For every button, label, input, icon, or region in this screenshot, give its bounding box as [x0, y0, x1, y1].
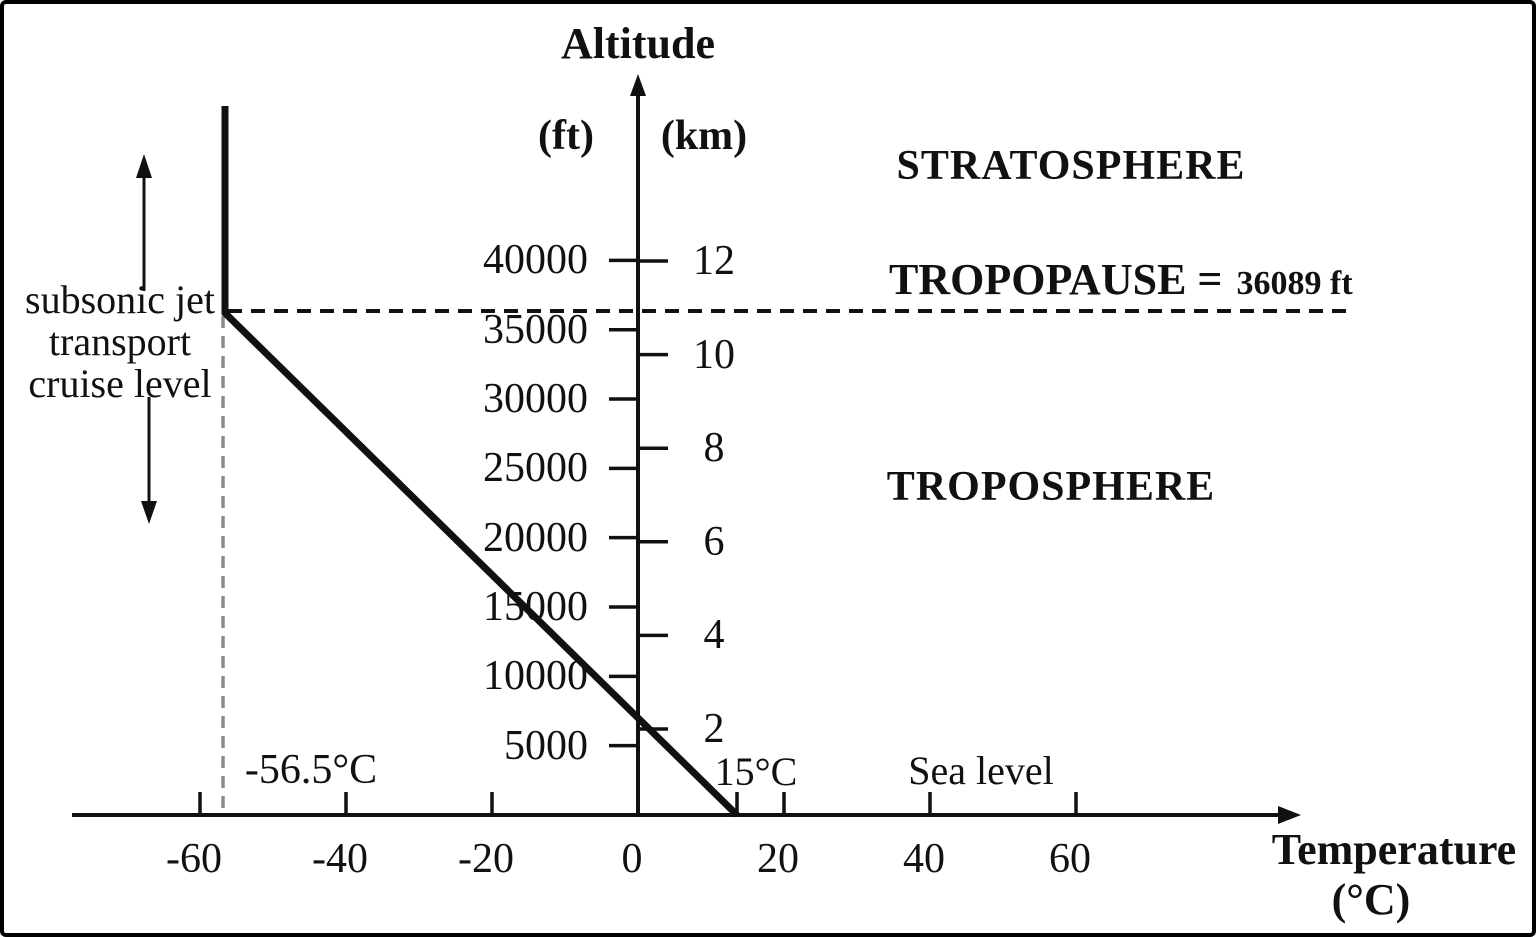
ft-tick-label: 15000	[483, 584, 588, 630]
cruise-level-annotation: subsonic jet transport cruise level	[25, 279, 215, 405]
cruise-line-2: transport	[48, 319, 192, 364]
km-axis-unit-label: (km)	[660, 113, 748, 159]
temp-tick-label: 40	[903, 836, 945, 882]
cruise-line-1: subsonic jet	[25, 277, 215, 322]
tropopause-annotation: TROPOPAUSE = 36089 ft	[889, 258, 1353, 312]
temp-tick-label: 0	[621, 836, 643, 882]
temp-tick-label: -40	[312, 836, 368, 882]
sea-level-temp-label: 15°C	[714, 749, 798, 794]
temperature-axis-arrowhead	[1278, 806, 1301, 824]
cruise-down-arrowhead	[141, 501, 157, 524]
stratosphere-label: STRATOSPHERE	[896, 143, 1246, 189]
km-tick-label: 12	[693, 238, 735, 284]
ft-tick-label: 30000	[483, 376, 588, 423]
temperature-axis-label: Temperature	[1271, 825, 1517, 874]
temperature-profile-line	[221, 106, 740, 818]
cruise-up-arrowhead	[136, 154, 152, 178]
ft-tick-label: 5000	[504, 722, 588, 769]
ft-tick-label: 10000	[483, 653, 588, 700]
temp-tick-label: 60	[1049, 836, 1091, 882]
km-tick-label: 8	[703, 425, 725, 472]
km-tick-label: 4	[703, 612, 725, 659]
km-tick-label: 2	[703, 706, 725, 752]
temperature-axis-unit-label: (°C)	[1331, 875, 1411, 924]
ft-tick-label: 40000	[483, 237, 588, 284]
temp-tick-label: 20	[757, 836, 799, 882]
page-title: Altitude	[561, 19, 715, 68]
tropopause-temp-label: -56.5°C	[244, 747, 378, 793]
altitude-axis-arrowhead	[630, 74, 646, 96]
tropopause-value: 36089 ft	[1236, 265, 1353, 302]
temp-tick-label: -20	[458, 836, 514, 882]
km-tick-label: 10	[693, 331, 735, 378]
ft-tick-label: 25000	[483, 445, 588, 492]
ft-axis-unit-label: (ft)	[538, 113, 594, 159]
tropopause-label: TROPOPAUSE =	[889, 255, 1223, 304]
cruise-line-3: cruise level	[28, 361, 212, 406]
temp-tick-label: -60	[166, 836, 222, 882]
troposphere-label: TROPOSPHERE	[886, 464, 1216, 510]
sea-level-label: Sea level	[908, 748, 1054, 793]
ft-tick-label: 20000	[483, 514, 588, 561]
figure-canvas	[72, 74, 1347, 824]
km-tick-label: 6	[703, 518, 725, 565]
ft-tick-label: 35000	[483, 306, 588, 353]
